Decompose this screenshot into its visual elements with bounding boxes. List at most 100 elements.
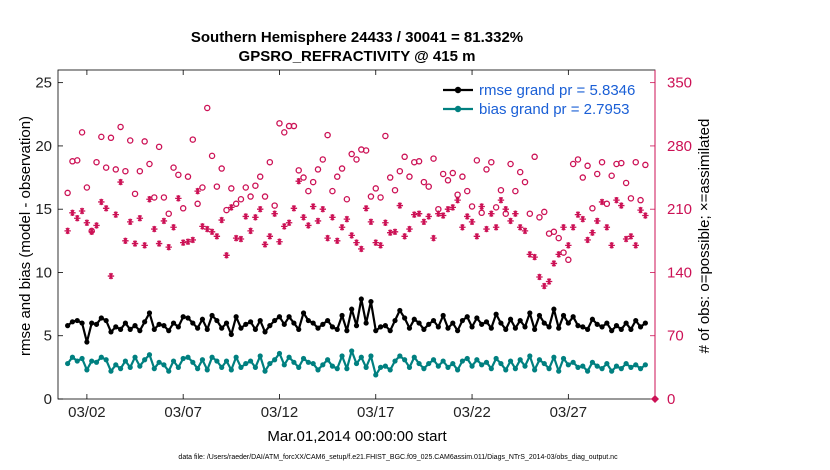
data-point — [324, 131, 331, 139]
data-point — [416, 360, 422, 367]
data-point — [127, 364, 133, 370]
plot-area — [57, 69, 656, 400]
data-point — [204, 225, 211, 233]
legend-entry-label: bias grand pr = 2.7953 — [479, 101, 630, 118]
data-point — [272, 317, 278, 324]
data-point — [131, 240, 139, 247]
data-point — [474, 315, 480, 321]
data-point — [377, 194, 384, 201]
data-point — [319, 156, 327, 163]
data-point — [377, 364, 384, 370]
data-point — [488, 158, 495, 166]
data-point — [382, 132, 389, 140]
data-point — [296, 326, 302, 333]
data-point — [189, 236, 197, 244]
data-point — [247, 358, 254, 364]
data-point — [541, 360, 547, 367]
data-point — [228, 185, 235, 192]
data-point — [488, 210, 495, 217]
data-point — [156, 359, 162, 365]
data-point — [455, 328, 461, 334]
data-point — [551, 306, 557, 312]
data-point — [522, 324, 528, 330]
data-point — [281, 362, 287, 368]
x-tick-label: 03/27 — [550, 404, 588, 421]
data-point — [166, 368, 172, 374]
legend: rmse grand pr = 5.8346 bias grand pr = 2.… — [443, 82, 635, 118]
data-point — [214, 358, 220, 364]
x-tick-label: 03/12 — [261, 404, 299, 421]
data-point — [536, 273, 543, 281]
y-tick-label-right: 140 — [667, 264, 692, 281]
data-point — [516, 224, 524, 231]
x-axis-label: Mar.01,2014 00:00:00 start — [267, 428, 447, 445]
data-point — [233, 314, 239, 320]
data-point — [117, 366, 124, 372]
data-point — [440, 312, 446, 319]
data-point — [348, 150, 355, 158]
data-point — [512, 366, 518, 372]
data-point — [488, 325, 494, 331]
data-point — [362, 205, 370, 212]
data-point — [89, 320, 95, 326]
data-point — [353, 360, 360, 367]
data-point — [219, 325, 225, 331]
data-point — [628, 364, 634, 370]
data-point — [349, 306, 355, 312]
data-point — [185, 315, 191, 321]
data-point — [382, 219, 389, 226]
data-point — [247, 193, 254, 200]
data-point — [613, 363, 620, 369]
data-point — [483, 166, 490, 173]
corner-marker — [651, 395, 659, 403]
data-point — [368, 353, 374, 359]
x-tick-label: 03/22 — [453, 404, 491, 421]
data-point — [565, 362, 571, 368]
data-point — [93, 321, 100, 327]
data-point — [281, 223, 288, 230]
data-point — [165, 210, 172, 217]
data-point — [142, 357, 148, 363]
data-point — [79, 320, 85, 326]
data-point — [141, 242, 148, 249]
data-point — [512, 210, 519, 217]
data-point — [483, 319, 490, 325]
data-point — [397, 353, 403, 359]
data-point — [349, 348, 355, 354]
data-point — [373, 328, 379, 334]
data-point — [479, 321, 485, 327]
data-point — [348, 232, 355, 239]
data-point — [320, 321, 326, 327]
data-point — [584, 236, 591, 244]
data-point — [584, 368, 591, 374]
data-point — [175, 195, 182, 202]
data-point — [208, 152, 216, 160]
data-point — [589, 229, 596, 236]
data-point — [213, 183, 221, 190]
data-point — [363, 364, 369, 370]
data-point — [516, 168, 524, 176]
data-point — [637, 206, 644, 214]
data-point — [79, 355, 85, 362]
data-point — [300, 355, 307, 362]
data-point — [175, 171, 182, 179]
data-point — [237, 235, 245, 243]
y-tick-label-right: 350 — [667, 75, 692, 92]
data-point — [367, 193, 375, 200]
data-point — [69, 319, 76, 325]
data-point — [599, 366, 605, 372]
data-point — [546, 324, 552, 330]
data-point — [512, 187, 519, 195]
data-point — [488, 366, 494, 372]
data-point — [69, 209, 76, 217]
series-line — [66, 297, 647, 344]
data-point — [238, 364, 244, 370]
data-point — [339, 353, 345, 359]
data-point — [589, 316, 596, 322]
data-point — [426, 360, 432, 367]
data-point — [305, 359, 311, 365]
data-point — [604, 360, 610, 367]
data-point — [170, 164, 177, 171]
data-point — [521, 227, 529, 235]
data-point — [199, 223, 206, 230]
